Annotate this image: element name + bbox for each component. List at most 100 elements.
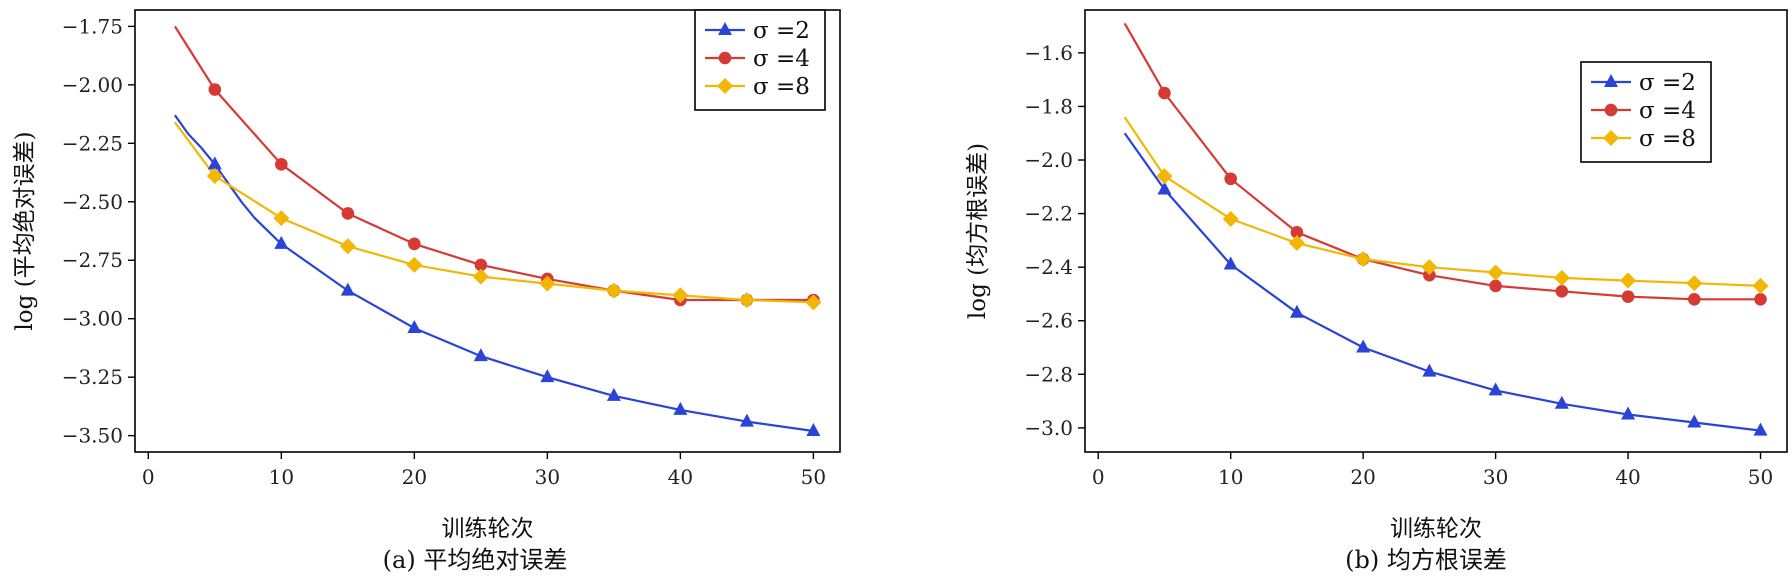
data-point-series-0-6	[1554, 395, 1569, 409]
data-point-series-2-9	[805, 294, 822, 311]
data-point-series-0-3	[1356, 339, 1371, 353]
data-point-series-2-3	[1355, 251, 1372, 268]
legend-marker-sigma-2	[717, 78, 733, 94]
data-point-series-0-9	[1753, 422, 1768, 436]
y-tick-label: −2.0	[1024, 148, 1073, 172]
x-tick-label: 0	[142, 465, 155, 489]
y-tick-label: −2.8	[1024, 362, 1073, 386]
data-point-series-1-2	[1290, 226, 1304, 239]
data-point-series-1-5	[1489, 279, 1502, 293]
data-point-series-2-0	[206, 168, 223, 185]
x-tick-label: 0	[1092, 465, 1105, 489]
legend: σ =2σ =4σ =8	[1580, 61, 1712, 163]
panel-caption: (b) 均方根误差	[1345, 546, 1507, 574]
y-tick-label: −1.6	[1024, 41, 1073, 65]
x-tick-label: 10	[1218, 465, 1243, 489]
data-point-series-1-1	[1224, 172, 1237, 186]
y-tick-label: −2.6	[1024, 309, 1073, 333]
data-point-series-2-0	[1156, 168, 1173, 185]
data-point-series-0-6	[606, 387, 621, 401]
series-line-sigma-2	[174, 121, 814, 304]
y-tick-label: −2.75	[62, 248, 123, 272]
data-point-series-2-5	[1487, 264, 1504, 281]
x-axis-label: 训练轮次	[1390, 516, 1482, 542]
legend-marker-sigma-2	[1603, 130, 1619, 146]
y-axis-label: log (均方根误差)	[965, 143, 991, 319]
data-point-series-0-1	[1223, 256, 1238, 270]
data-point-series-0-8	[1687, 414, 1702, 428]
data-point-series-0-5	[540, 369, 555, 383]
y-tick-label: −2.25	[62, 131, 123, 155]
data-point-series-2-9	[1752, 277, 1769, 294]
x-axis-label: 训练轮次	[442, 516, 534, 542]
y-tick-label: −3.50	[62, 424, 123, 448]
legend-marker-sigma-1	[1604, 103, 1618, 117]
y-tick-label: −2.50	[62, 190, 123, 214]
y-tick-label: −2.00	[62, 73, 123, 97]
series-line-sigma-0	[174, 114, 814, 433]
data-point-series-0-7	[673, 401, 688, 415]
data-point-series-2-8	[1686, 275, 1703, 292]
data-point-series-2-5	[539, 275, 556, 292]
y-tick-label: −3.0	[1024, 416, 1073, 440]
data-point-series-2-6	[605, 282, 622, 299]
data-point-series-0-3	[407, 320, 422, 334]
x-tick-label: 30	[1483, 465, 1508, 489]
data-point-series-0-0	[207, 156, 222, 170]
x-tick-label: 20	[402, 465, 427, 489]
data-point-series-1-1	[275, 158, 288, 171]
legend-marker-sigma-1	[718, 51, 732, 65]
data-point-series-0-9	[806, 422, 821, 436]
y-tick-label: −3.00	[62, 307, 123, 331]
y-tick-label: −2.4	[1024, 255, 1073, 279]
data-point-series-1-0	[208, 83, 222, 96]
data-point-series-0-2	[340, 282, 355, 296]
data-point-series-2-4	[472, 268, 489, 285]
data-point-series-1-6	[1555, 284, 1569, 298]
y-tick-label: −3.25	[62, 365, 123, 389]
data-point-series-0-4	[473, 348, 488, 362]
legend-label-sigma-2: σ =8	[1639, 126, 1696, 152]
y-tick-label: −2.2	[1024, 202, 1073, 226]
data-point-series-1-7	[1621, 290, 1635, 303]
data-point-series-2-7	[672, 287, 689, 304]
x-tick-label: 40	[1615, 465, 1640, 489]
data-point-series-0-8	[739, 413, 754, 427]
data-point-series-0-4	[1422, 363, 1437, 377]
data-point-series-2-3	[406, 256, 423, 273]
data-point-series-1-0	[1158, 86, 1171, 100]
legend-marker-sigma-0	[1604, 74, 1618, 87]
x-tick-label: 30	[535, 465, 560, 489]
data-point-series-2-6	[1553, 269, 1570, 286]
legend-marker-sigma-0	[718, 22, 732, 35]
plot-frame	[134, 9, 841, 453]
legend-label-sigma-0: σ =2	[753, 18, 810, 44]
data-point-series-2-4	[1421, 259, 1438, 276]
legend-box	[694, 9, 826, 111]
y-tick-label: −1.75	[62, 14, 123, 38]
panel-mae: 0 10 20 30 40 50 −1.75 −2.00 −2.25 −2.50 −2.75 −3.0…	[12, 9, 841, 574]
plot-frame	[1084, 9, 1788, 453]
data-point-series-1-4	[474, 258, 488, 272]
data-point-series-2-7	[1620, 272, 1637, 289]
x-tick-label: 20	[1350, 465, 1375, 489]
legend-box	[1580, 61, 1712, 163]
legend-label-sigma-1: σ =4	[753, 46, 810, 72]
data-point-series-2-1	[273, 210, 290, 227]
y-axis-label: log (平均绝对误差)	[12, 131, 38, 330]
data-point-series-1-9	[1754, 293, 1767, 306]
legend-label-sigma-2: σ =8	[753, 74, 810, 100]
data-point-series-1-2	[341, 207, 355, 220]
x-tick-label: 40	[668, 465, 693, 489]
data-point-series-0-2	[1289, 304, 1304, 318]
data-point-series-0-5	[1488, 382, 1503, 396]
x-tick-label: 50	[801, 465, 826, 489]
legend-label-sigma-1: σ =4	[1639, 98, 1696, 124]
data-point-series-2-2	[1288, 235, 1305, 252]
data-point-series-2-1	[1222, 210, 1239, 227]
y-tick-label: −1.8	[1024, 94, 1073, 118]
data-point-series-2-2	[339, 238, 356, 255]
panel-caption: (a) 平均绝对误差	[383, 546, 568, 574]
data-point-series-1-3	[408, 237, 421, 251]
